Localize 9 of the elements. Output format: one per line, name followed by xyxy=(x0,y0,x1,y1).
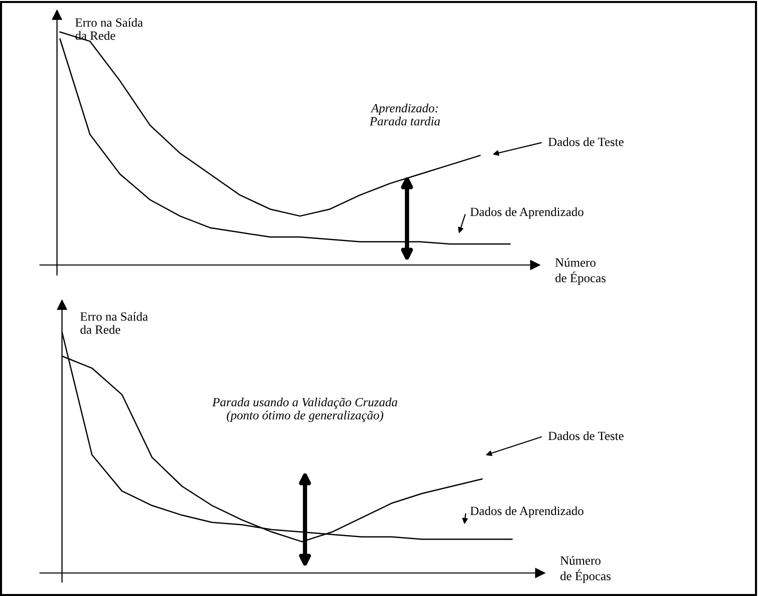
text: Dados de Teste xyxy=(548,431,624,440)
x-axis-title: Número de Épocas xyxy=(555,258,606,285)
annotation: Aprendizado: Parada tardia xyxy=(370,104,440,126)
legend-label: Dados de Teste xyxy=(548,137,624,146)
y-axis-title: Erro na Saída da Rede xyxy=(80,312,148,334)
x-axis-title: Número de Épocas xyxy=(560,556,611,583)
annotation: Parada usando a Validação Cruzada (ponto ótimo de generalização) xyxy=(212,398,398,422)
legend-label: Dados de Aprendizado xyxy=(470,506,584,518)
text: Dados de Aprendizado xyxy=(470,207,584,219)
